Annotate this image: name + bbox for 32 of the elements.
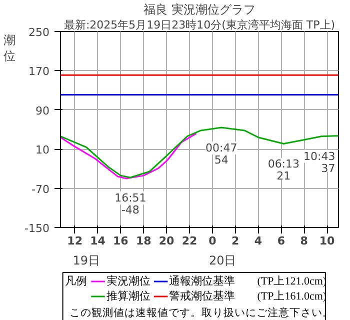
x-tick-label: 2 xyxy=(232,234,240,248)
y-tick-label: 90 xyxy=(36,104,50,118)
x-tick-label: 16 xyxy=(113,234,129,248)
y-tick-label: 250 xyxy=(28,26,50,39)
y-tick-label: -70 xyxy=(32,182,50,196)
text: 20日 xyxy=(208,254,236,268)
annotation: 06:13 21 xyxy=(268,158,300,183)
annotation: 16:51 -48 xyxy=(114,192,146,217)
x-tick-label: 22 xyxy=(182,234,198,248)
x-tick-label: 12 xyxy=(67,234,82,248)
y-axis-title: 潮位 xyxy=(4,32,16,63)
x-tick-label: 14 xyxy=(90,234,106,248)
x-tick-label: 10 xyxy=(319,234,336,248)
x-tick-label: 6 xyxy=(277,234,286,248)
chart-title: 福良 実況潮位グラフ xyxy=(144,2,256,16)
y-tick-label: 170 xyxy=(28,65,50,78)
legend-title: 凡例 xyxy=(65,276,88,288)
x-tick-label: 20 xyxy=(158,234,175,248)
x-tick-label: 8 xyxy=(300,234,308,248)
annotation: 10:43 37 xyxy=(304,150,336,175)
y-tick-label: -150 xyxy=(24,222,50,235)
x-tick-label: 4 xyxy=(254,234,262,248)
legend-label: 推算潮位 xyxy=(106,290,150,302)
y-tick-label: 10 xyxy=(36,144,50,157)
x-tick-label: 0 xyxy=(208,234,217,248)
x-tick-label: 18 xyxy=(136,234,152,248)
line-series xyxy=(60,126,338,178)
line-series xyxy=(60,132,198,180)
annotation: 00:47 54 xyxy=(206,142,238,167)
legend-label: 実況潮位 xyxy=(106,274,150,288)
chart-subtitle: 最新:2025年5月19日23時10分(東京湾平均海面 TP上) xyxy=(64,18,336,32)
text: 19日 xyxy=(72,254,100,268)
